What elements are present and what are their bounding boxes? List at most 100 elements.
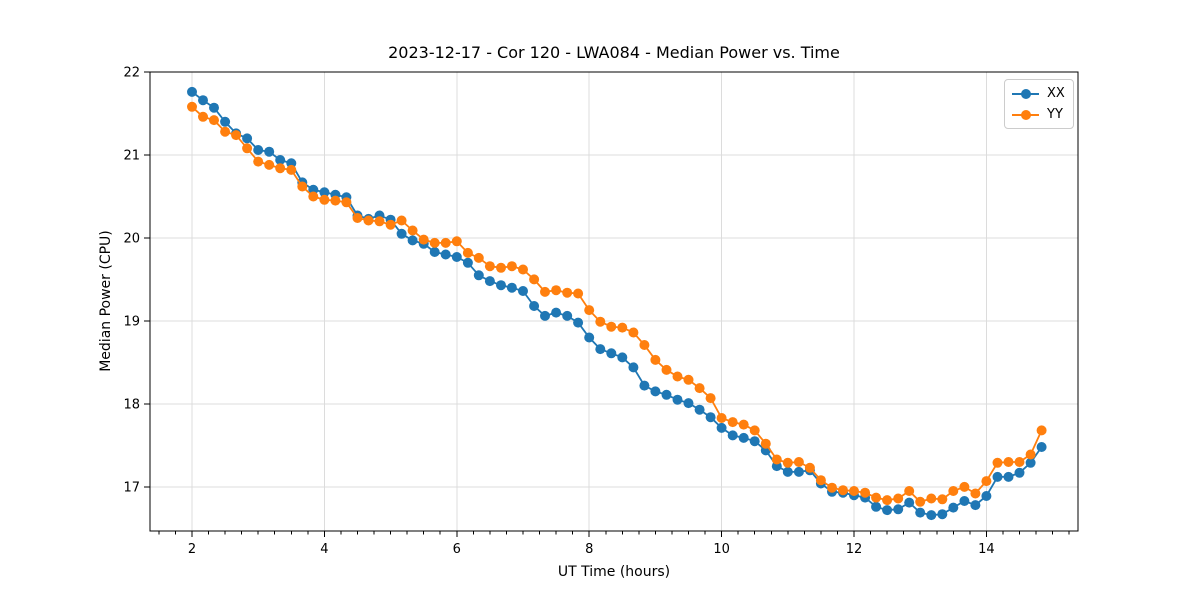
data-point <box>683 374 694 385</box>
data-point <box>606 348 617 359</box>
data-point <box>959 496 970 506</box>
data-point <box>506 282 517 293</box>
data-point <box>529 274 540 285</box>
data-point <box>893 504 904 515</box>
x-tick-label: 10 <box>713 542 730 557</box>
data-point <box>540 310 550 321</box>
data-point <box>595 344 606 355</box>
data-point <box>209 102 219 113</box>
data-point <box>628 327 639 338</box>
data-point <box>683 398 694 409</box>
data-point <box>275 155 286 165</box>
data-point <box>198 111 208 122</box>
data-point <box>838 485 848 496</box>
data-point <box>253 156 264 167</box>
data-point <box>926 493 937 504</box>
data-point <box>496 262 506 273</box>
data-point <box>573 317 584 328</box>
data-point <box>738 432 749 443</box>
data-point <box>1036 442 1047 452</box>
data-point <box>771 454 782 465</box>
data-point <box>584 305 595 316</box>
data-point <box>264 146 275 157</box>
data-point <box>959 481 970 492</box>
data-point <box>473 252 484 263</box>
data-point <box>330 195 341 206</box>
data-point <box>506 261 517 272</box>
legend: XX YY <box>1004 79 1074 129</box>
data-point <box>904 486 915 496</box>
data-point <box>231 130 242 141</box>
data-point <box>948 486 959 496</box>
data-point <box>385 219 396 230</box>
data-point <box>496 280 506 291</box>
data-point <box>220 116 231 127</box>
data-point <box>716 422 727 433</box>
data-point <box>573 288 584 299</box>
data-point <box>970 488 981 499</box>
x-tick-label: 12 <box>846 542 863 557</box>
data-point <box>440 237 451 248</box>
data-point <box>639 340 650 350</box>
data-point <box>849 486 859 496</box>
data-point <box>882 495 893 506</box>
data-point <box>352 213 363 223</box>
data-point <box>407 225 418 236</box>
data-point <box>275 163 286 174</box>
data-point <box>628 362 639 373</box>
data-point <box>462 257 473 268</box>
data-point <box>451 252 462 262</box>
data-point <box>363 215 374 226</box>
data-point <box>672 371 683 382</box>
data-point <box>595 316 606 327</box>
data-point <box>981 476 992 487</box>
data-point <box>308 191 319 202</box>
data-point <box>518 264 528 275</box>
data-point <box>418 234 429 245</box>
data-point <box>540 286 550 297</box>
data-point <box>992 457 1003 468</box>
data-point <box>716 413 727 423</box>
data-point <box>529 301 540 311</box>
legend-item-yy: YY <box>1012 106 1065 123</box>
x-tick-label: 14 <box>978 542 995 557</box>
data-point <box>584 332 595 343</box>
data-point <box>871 492 882 503</box>
data-point <box>341 197 352 208</box>
data-point <box>694 383 705 394</box>
data-point <box>562 287 573 298</box>
data-point <box>187 101 197 112</box>
data-point <box>451 236 462 247</box>
data-point <box>374 216 385 227</box>
data-point <box>815 475 826 486</box>
data-point <box>793 457 804 467</box>
data-point <box>915 496 926 507</box>
data-point <box>782 457 793 468</box>
data-point <box>705 393 716 404</box>
data-point <box>727 430 738 441</box>
y-axis-label: Median Power (CPU) <box>98 230 114 372</box>
data-point <box>518 286 528 296</box>
legend-line-marker-icon <box>1012 109 1039 120</box>
data-point <box>992 471 1003 482</box>
data-point <box>904 497 915 508</box>
data-point <box>1025 457 1036 468</box>
data-point <box>948 502 959 513</box>
data-point <box>860 487 871 498</box>
data-point <box>551 285 562 296</box>
data-point <box>661 364 672 375</box>
data-point <box>319 194 330 205</box>
data-point <box>1036 425 1047 436</box>
data-point <box>650 386 661 397</box>
x-tick-label: 8 <box>585 542 593 557</box>
legend-label: XX <box>1047 86 1065 101</box>
data-point <box>319 187 330 198</box>
data-point <box>1003 457 1014 467</box>
data-point <box>1025 449 1036 460</box>
series-xx <box>187 86 1047 521</box>
data-point <box>804 462 815 473</box>
data-point <box>749 425 760 436</box>
y-tick-label: 19 <box>123 314 140 329</box>
y-tick-label: 21 <box>123 148 140 163</box>
data-point <box>694 404 705 415</box>
